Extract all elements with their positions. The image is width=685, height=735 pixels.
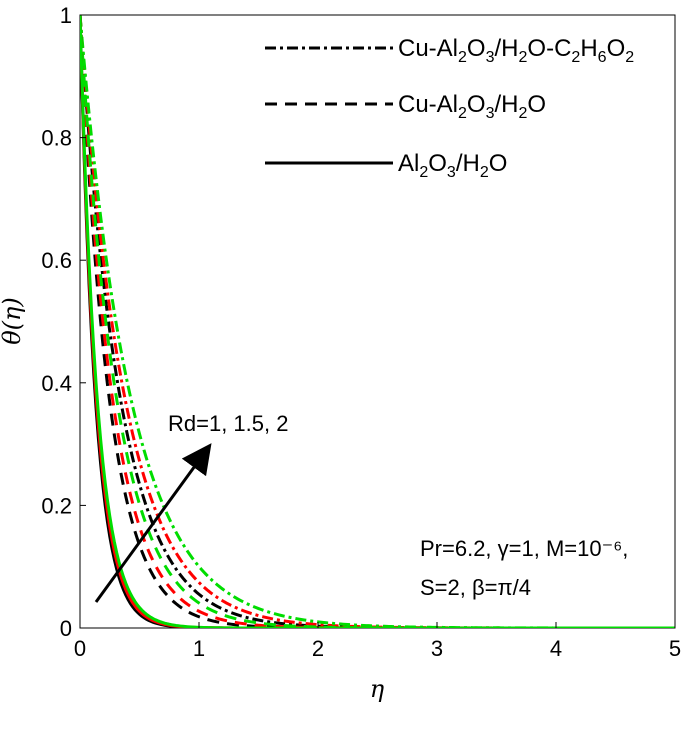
x-ticks: 0 1 2 3 4 5 — [74, 622, 681, 661]
legend: Cu-Al2O3/H2O-C2H6O2 Cu-Al2O3/H2O Al2O3/H… — [265, 35, 634, 181]
curve-dashed-rd-2 — [80, 15, 675, 628]
plot-area — [79, 14, 676, 629]
curve-solid-rd-2 — [80, 15, 675, 628]
rd-arrow — [94, 443, 212, 603]
x-tick-label: 5 — [669, 636, 681, 661]
y-ticks: 0 0.2 0.4 0.6 0.8 1 — [41, 3, 86, 641]
params-line-1: Pr=6.2, γ=1, M=10⁻⁶, — [420, 536, 628, 561]
y-tick-label: 0.2 — [41, 493, 72, 518]
rd-arrow-label: Rd=1, 1.5, 2 — [168, 411, 288, 436]
legend-label-cu-al2o3-h2o-c2h6o2: Cu-Al2O3/H2O-C2H6O2 — [398, 35, 634, 66]
y-tick-label: 0 — [60, 616, 72, 641]
legend-label-cu-al2o3-h2o: Cu-Al2O3/H2O — [398, 91, 546, 122]
params-line-2: S=2, β=π/4 — [420, 575, 531, 600]
y-tick-label: 0.8 — [41, 126, 72, 151]
y-tick-label: 0.4 — [41, 371, 72, 396]
x-tick-label: 4 — [550, 636, 562, 661]
y-tick-label: 1 — [60, 3, 72, 28]
y-tick-label: 0.6 — [41, 248, 72, 273]
y-axis-label: θ(η) — [0, 297, 26, 345]
x-axis-label: η — [370, 675, 385, 703]
x-tick-label: 2 — [312, 636, 324, 661]
x-tick-label: 0 — [74, 636, 86, 661]
x-tick-label: 3 — [431, 636, 443, 661]
curves-group — [80, 15, 675, 628]
x-tick-label: 1 — [193, 636, 205, 661]
